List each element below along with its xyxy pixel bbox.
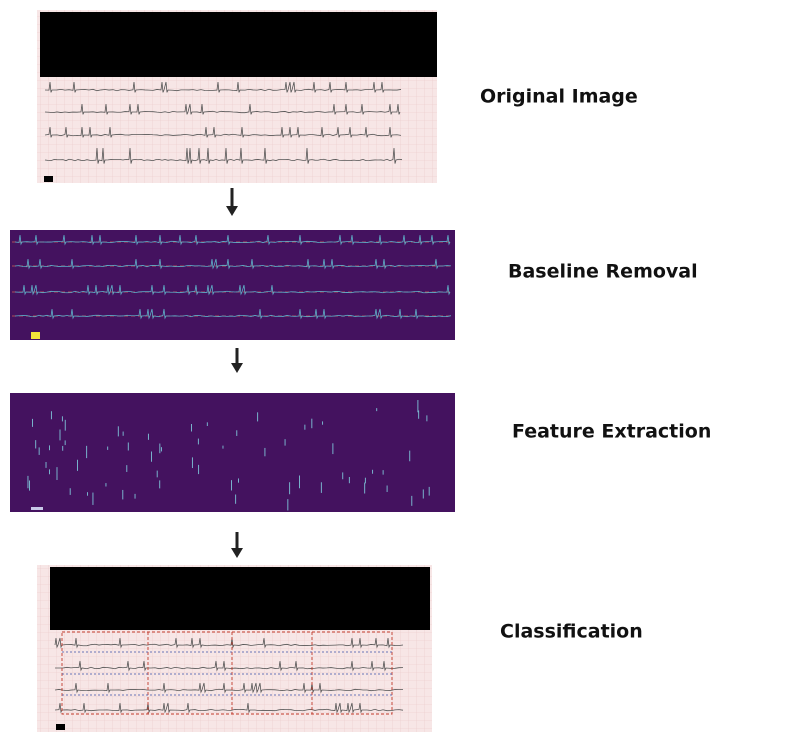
arrow (231, 348, 243, 373)
stage-label: Baseline Removal (508, 261, 698, 283)
marker (31, 507, 43, 510)
processed-image (10, 230, 455, 340)
page: Original Image Baseline Removal Feature … (0, 0, 805, 736)
stage-label: Original Image (480, 86, 638, 108)
processed-image (10, 393, 455, 512)
pipeline-diagram: Original Image Baseline Removal Feature … (0, 0, 805, 736)
marker (31, 332, 40, 339)
marker (56, 724, 65, 730)
stage-baseline: Baseline Removal (10, 230, 698, 340)
arrow (226, 188, 238, 216)
stage-classification: Classification (37, 565, 643, 732)
marker (44, 176, 53, 182)
stage-original: Original Image (37, 10, 638, 183)
stage-features: Feature Extraction (10, 393, 711, 512)
stage-label: Feature Extraction (512, 421, 711, 443)
stage-label: Classification (500, 621, 643, 643)
redacted-header (40, 12, 437, 77)
arrow (231, 532, 243, 558)
redacted-header (50, 567, 430, 630)
